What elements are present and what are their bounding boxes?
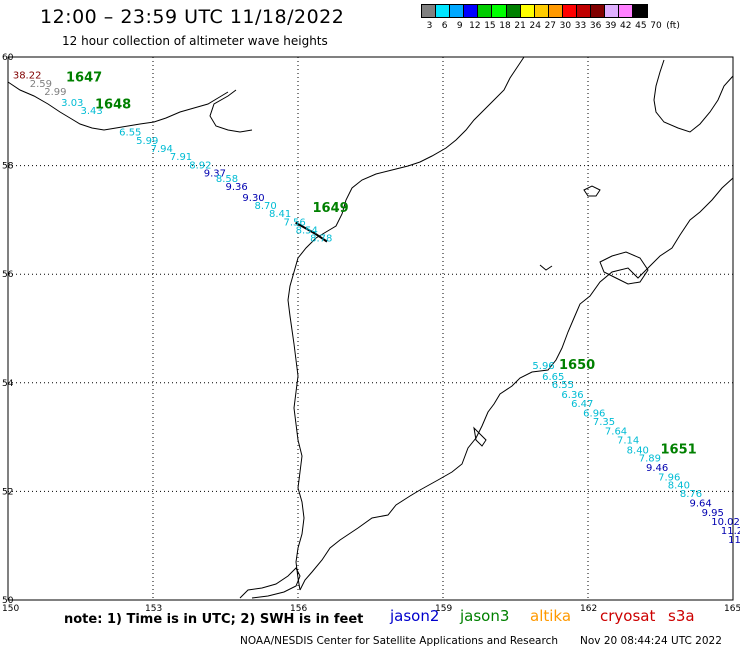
wave-height-value: 8.54 [296,225,318,236]
legend-jason2: jason2 [390,607,440,625]
wave-height-value: 7.64 [605,426,627,437]
coastline [473,426,487,447]
wave-height-value: 8.40 [668,481,690,492]
wave-height-value: 8.76 [680,489,702,500]
wave-height-value: 8.40 [627,445,649,456]
scale-label: 33 [574,21,587,31]
wave-height-value: 8.58 [216,174,238,185]
wave-height-value: 10.02 [711,517,740,528]
lon-tick-label: 153 [145,604,162,614]
lon-tick-label: 162 [580,604,597,614]
coastline [653,59,734,133]
footnote: note: 1) Time is in UTC; 2) SWH is in fe… [64,612,364,627]
lat-tick-label: 52 [2,487,13,497]
wave-height-value: 7.14 [617,436,639,447]
chart-subtitle: 12 hour collection of altimeter wave hei… [62,34,328,48]
wave-height-value: 7.96 [658,473,680,484]
wave-height-value: 9.64 [690,499,712,510]
wave-height-value: 9.36 [226,182,248,193]
timestamp-text: Nov 20 08:44:24 UTC 2022 [580,635,722,647]
lat-tick-label: 58 [2,162,14,172]
wave-height-value: 11.3 [728,535,740,546]
lat-tick-label: 50 [2,596,14,606]
credit-text: NOAA/NESDIS Center for Satellite Applica… [240,635,558,647]
scale-label: 36 [589,21,602,31]
chart-title: 12:00 – 23:59 UTC 11/18/2022 [40,6,345,28]
legend-jason3: jason3 [460,607,510,625]
scale-label: 12 [469,21,481,31]
wave-height-value: 7.94 [151,144,173,155]
color-scale-labels: 3 6 9 12 15 18 21 24 27 30 33 36 39 42 45 70 (ft) [422,21,681,31]
wave-height-value: 8.70 [255,201,277,212]
scale-label: 9 [456,21,463,31]
map-frame [7,56,734,601]
coastline [599,251,649,285]
wave-height-value: 6.47 [571,399,593,410]
lat-tick-label: 56 [2,270,14,280]
scale-label: 70 [650,21,662,31]
legend-s3a: s3a [668,607,695,625]
wave-height-value: 5.99 [136,136,158,147]
lat-tick-label: 54 [2,379,14,389]
lon-tick-label: 165 [724,604,740,614]
scale-label: 3 [426,21,433,31]
scale-swatch [632,4,648,18]
pass-number-label: 1649 [313,201,349,216]
wave-height-value: 8.92 [189,160,211,171]
pass-number-label: 1650 [559,358,595,373]
color-scale-bar [421,4,648,18]
lat-tick-label: 60 [2,53,14,63]
wave-height-value: 8.78 [310,234,332,245]
wave-height-value: 9.95 [702,508,724,519]
wave-height-value: 6.55 [119,128,141,139]
scale-unit: (ft) [666,21,680,31]
wave-height-value: 7.35 [593,417,615,428]
wave-height-value: 6.36 [561,390,583,401]
scale-label: 42 [620,21,632,31]
lon-tick-label: 156 [290,604,307,614]
wave-height-value: 6.96 [583,408,605,419]
wave-height-value: 3.43 [81,106,103,117]
coastline [539,264,553,271]
wave-height-value: 11.29 [721,526,740,537]
wave-height-value: 9.30 [242,193,264,204]
pass-number-label: 1651 [661,442,697,457]
scale-label: 45 [635,21,647,31]
coastline [239,567,301,599]
wave-height-value: 2.99 [44,87,66,98]
wave-height-value: 7.89 [639,454,661,465]
scale-label: 18 [499,21,511,31]
wave-height-value: 8.41 [269,209,291,220]
scale-label: 21 [514,21,526,31]
wave-height-value: 6.55 [552,380,574,391]
pass-number-label: 1647 [66,70,102,85]
scale-label: 15 [484,21,496,31]
wave-height-value: 38.22 [13,71,42,82]
wave-height-value: 6.65 [542,372,564,383]
coastline [209,89,253,133]
lon-tick-label: 159 [435,604,452,614]
coastline [7,81,229,131]
scale-label: 6 [441,21,448,31]
scale-label: 30 [559,21,572,31]
wave-height-value: 9.46 [646,463,668,474]
pass-number-label: 1648 [95,98,131,113]
wave-height-value: 3.03 [61,98,83,109]
scale-label: 24 [529,21,541,31]
track-segment [295,221,328,243]
coastline [583,185,601,197]
wave-height-value: 9.37 [204,168,226,179]
wave-height-value: 7.56 [284,217,306,228]
wave-height-value: 2.59 [30,79,52,90]
legend-cryosat: cryosat [600,607,656,625]
coastline [287,56,525,591]
legend-altika: altika [530,607,572,625]
wave-height-value: 7.91 [170,152,192,163]
wave-height-value: 5.96 [532,361,554,372]
lon-tick-label: 150 [2,604,19,614]
scale-label: 27 [544,21,557,31]
coastline [299,177,734,591]
scale-label: 39 [604,21,617,31]
